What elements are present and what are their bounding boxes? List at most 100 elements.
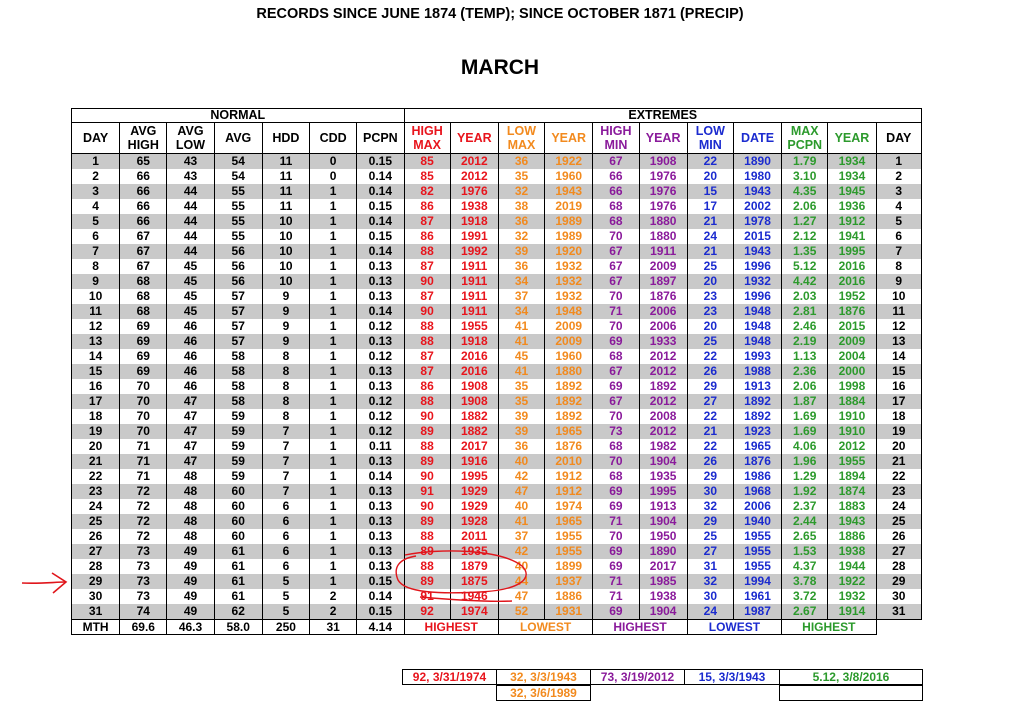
cell-max-pcpn-year: 1934 (827, 169, 877, 184)
table-row: 3 66 44 55 11 1 0.14 82 1976 32 1943 66 1976 15 1943 4.… (70, 184, 923, 199)
table-row: 17 70 47 58 8 1 0.12 88 1908 35 1892 67 2012 27 1892 1.… (70, 394, 923, 409)
cell-high-min: 69 (592, 544, 640, 559)
cell-avg: 60 (214, 499, 263, 514)
lowest-max-label: LOWEST (497, 619, 594, 635)
cell-avg-high: 69 (119, 334, 168, 349)
cell-high-min-year: 1950 (639, 529, 688, 544)
daily-records-body: 1 65 43 54 11 0 0.15 85 2012 36 1922 67 1908 22 1890 1.… (70, 153, 923, 620)
cell-avg-high: 69 (119, 319, 168, 334)
cell-day-right: 7 (876, 244, 923, 259)
cell-hdd: 6 (262, 544, 311, 559)
lowest-max-value-2: 32, 3/6/1989 (496, 685, 591, 701)
cell-low-max-year: 1960 (544, 349, 594, 364)
cell-hdd: 7 (262, 424, 311, 439)
table-row: 4 66 44 55 11 1 0.15 86 1938 38 2019 68 1976 17 2002 2.… (70, 199, 923, 214)
cell-high-min-year: 1892 (639, 379, 688, 394)
cell-avg-low: 46 (166, 319, 215, 334)
cell-avg-low: 46 (166, 364, 215, 379)
cell-avg: 56 (214, 274, 263, 289)
cell-high-min: 66 (592, 169, 640, 184)
cell-avg: 59 (214, 469, 263, 484)
cell-low-max-year: 1899 (544, 559, 594, 574)
cell-low-min: 15 (687, 184, 734, 199)
cell-low-min: 22 (687, 439, 734, 454)
cell-avg: 59 (214, 424, 263, 439)
col-day-right: DAY (875, 122, 923, 154)
cell-day-right: 1 (876, 153, 923, 169)
cell-day: 31 (70, 604, 121, 620)
cell-pcpn: 0.15 (356, 153, 405, 169)
cell-day: 28 (70, 559, 121, 574)
cell-low-max-year: 1965 (544, 514, 594, 529)
cell-low-max: 47 (498, 484, 546, 499)
cell-day: 3 (70, 184, 121, 199)
cell-pcpn: 0.15 (356, 199, 405, 214)
cell-high-max-year: 2012 (450, 169, 499, 184)
cell-high-max: 86 (404, 379, 451, 394)
cell-pcpn: 0.13 (356, 364, 405, 379)
cell-day: 11 (70, 304, 121, 319)
cell-avg: 58 (214, 349, 263, 364)
cell-hdd: 7 (262, 454, 311, 469)
cell-avg-high: 68 (119, 289, 168, 304)
max-pcpn-label: HIGHEST (781, 619, 877, 635)
mth-label: MTH (70, 619, 121, 635)
cell-avg-low: 46 (166, 379, 215, 394)
cell-avg-high: 66 (119, 214, 168, 229)
cell-max-pcpn: 2.65 (781, 529, 829, 544)
cell-cdd: 1 (309, 349, 358, 364)
col-year-max-pcpn: YEAR (827, 122, 877, 154)
cell-high-max: 82 (404, 184, 451, 199)
table-row: 28 73 49 61 6 1 0.13 88 1879 40 1899 69 2017 31 1955 4.… (70, 559, 923, 574)
col-hdd: HDD (261, 122, 311, 154)
cell-cdd: 1 (309, 199, 358, 214)
lowest-min-value: 15, 3/3/1943 (684, 669, 780, 685)
cell-high-min: 69 (592, 379, 640, 394)
cell-hdd: 5 (262, 574, 311, 589)
cell-avg-high: 69 (119, 349, 168, 364)
cell-high-min-year: 1938 (639, 589, 688, 604)
cell-hdd: 11 (262, 153, 311, 169)
cell-max-pcpn-year: 1914 (827, 604, 877, 620)
cell-low-max-year: 2019 (544, 199, 594, 214)
cell-avg-high: 74 (119, 604, 168, 620)
cell-hdd: 10 (262, 229, 311, 244)
table-row: 6 67 44 55 10 1 0.15 86 1991 32 1989 70 1880 24 2015 2.… (70, 229, 923, 244)
cell-high-min: 69 (592, 484, 640, 499)
cell-high-min: 68 (592, 199, 640, 214)
table-row: 20 71 47 59 7 1 0.11 88 2017 36 1876 68 1982 22 1965 4.… (70, 439, 923, 454)
cell-high-max: 88 (404, 319, 451, 334)
cell-avg-high: 71 (119, 469, 168, 484)
cell-max-pcpn: 1.96 (781, 454, 829, 469)
cell-max-pcpn-year: 1910 (827, 409, 877, 424)
cell-high-max: 88 (404, 244, 451, 259)
table-row: 2 66 43 54 11 0 0.14 85 2012 35 1960 66 1976 20 1980 3.… (70, 169, 923, 184)
cell-avg: 59 (214, 454, 263, 469)
cell-high-max: 90 (404, 304, 451, 319)
cell-max-pcpn-year: 1934 (827, 153, 877, 169)
cell-day: 13 (70, 334, 121, 349)
col-avg-low: AVG LOW (166, 122, 215, 154)
cell-pcpn: 0.12 (356, 424, 405, 439)
cell-high-min-year: 2009 (639, 259, 688, 274)
cell-low-max-year: 1965 (544, 424, 594, 439)
cell-day: 4 (70, 199, 121, 214)
cell-max-pcpn: 4.06 (781, 439, 829, 454)
cell-low-min: 29 (687, 379, 734, 394)
cell-low-max: 42 (498, 469, 546, 484)
cell-low-min: 22 (687, 349, 734, 364)
cell-avg: 57 (214, 334, 263, 349)
cell-avg-high: 73 (119, 589, 168, 604)
cell-high-min: 69 (592, 559, 640, 574)
cell-low-min-date: 1988 (733, 364, 783, 379)
cell-low-min: 24 (687, 604, 734, 620)
cell-cdd: 1 (309, 184, 358, 199)
cell-avg-high: 72 (119, 529, 168, 544)
extremes-group-header: EXTREMES (403, 108, 922, 123)
cell-max-pcpn-year: 1884 (827, 394, 877, 409)
cell-avg: 57 (214, 304, 263, 319)
highest-min-label: HIGHEST (592, 619, 688, 635)
table-row: 31 74 49 62 5 2 0.15 92 1974 52 1931 69 1904 24 1987 2.… (70, 604, 923, 620)
cell-avg-low: 46 (166, 334, 215, 349)
cell-high-max: 88 (404, 334, 451, 349)
